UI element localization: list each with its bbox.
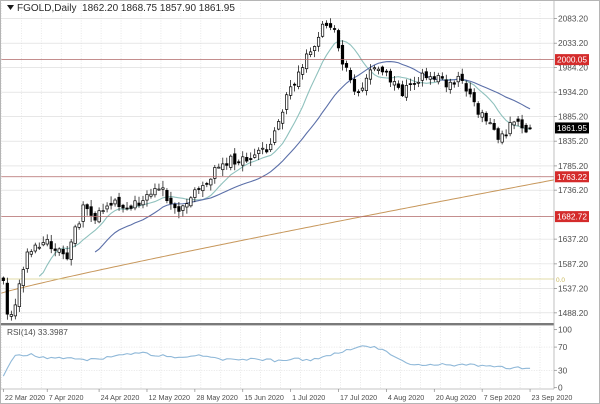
svg-text:1637.20: 1637.20 xyxy=(558,234,588,244)
svg-text:28 May 2020: 28 May 2020 xyxy=(196,393,238,402)
svg-text:1537.20: 1537.20 xyxy=(558,284,588,294)
svg-text:4 Aug 2020: 4 Aug 2020 xyxy=(388,393,424,402)
svg-text:1934.20: 1934.20 xyxy=(558,87,588,97)
svg-text:12 May 2020: 12 May 2020 xyxy=(148,393,190,402)
svg-text:1736.20: 1736.20 xyxy=(558,185,588,195)
svg-text:2000.05: 2000.05 xyxy=(557,55,587,65)
svg-text:24 Apr 2020: 24 Apr 2020 xyxy=(101,393,140,402)
svg-text:20 Aug 2020: 20 Aug 2020 xyxy=(436,393,476,402)
svg-text:1861.95: 1861.95 xyxy=(557,123,587,133)
svg-text:1587.20: 1587.20 xyxy=(558,259,588,269)
svg-text:1 Jul 2020: 1 Jul 2020 xyxy=(292,393,325,402)
svg-text:2083.20: 2083.20 xyxy=(558,13,588,23)
svg-text:23 Sep 2020: 23 Sep 2020 xyxy=(532,393,573,402)
svg-text:17 Jul 2020: 17 Jul 2020 xyxy=(340,393,377,402)
svg-text:1488.20: 1488.20 xyxy=(558,308,588,318)
svg-text:7 Apr 2020: 7 Apr 2020 xyxy=(49,393,84,402)
svg-text:1785.20: 1785.20 xyxy=(558,161,588,171)
svg-text:RSI(14) 33.3987: RSI(14) 33.3987 xyxy=(7,327,68,337)
svg-text:1885.20: 1885.20 xyxy=(558,111,588,121)
svg-text:2033.20: 2033.20 xyxy=(558,38,588,48)
svg-text:22 Mar 2020: 22 Mar 2020 xyxy=(5,393,45,402)
svg-text:30: 30 xyxy=(558,365,568,375)
svg-text:1835.20: 1835.20 xyxy=(558,136,588,146)
svg-text:0: 0 xyxy=(558,383,563,393)
svg-text:15 Jun 2020: 15 Jun 2020 xyxy=(244,393,284,402)
svg-text:1682.72: 1682.72 xyxy=(557,212,587,222)
svg-text:1763.22: 1763.22 xyxy=(557,172,587,182)
svg-text:7 Sep 2020: 7 Sep 2020 xyxy=(484,393,521,402)
svg-text:100: 100 xyxy=(558,325,572,335)
svg-text:70: 70 xyxy=(558,342,568,352)
